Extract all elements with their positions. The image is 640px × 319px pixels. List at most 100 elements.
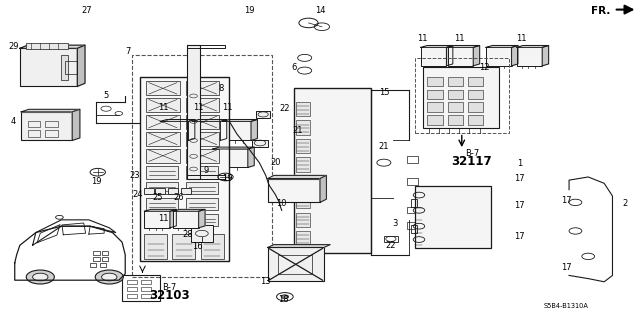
Circle shape bbox=[281, 295, 289, 299]
Polygon shape bbox=[170, 209, 176, 228]
Text: 21: 21 bbox=[379, 142, 389, 151]
Bar bbox=[186, 149, 219, 163]
Text: 16: 16 bbox=[192, 242, 203, 251]
Bar bbox=[448, 90, 463, 99]
Text: 14: 14 bbox=[315, 6, 325, 15]
Bar bbox=[468, 115, 483, 124]
Bar bbox=[448, 102, 463, 112]
Bar bbox=[93, 251, 100, 255]
Bar bbox=[296, 102, 310, 116]
Text: 17: 17 bbox=[561, 196, 572, 205]
Bar bbox=[93, 257, 100, 261]
Bar bbox=[168, 188, 178, 195]
Text: 11: 11 bbox=[158, 214, 169, 223]
Text: 3: 3 bbox=[393, 219, 398, 227]
Bar bbox=[132, 55, 272, 277]
Polygon shape bbox=[188, 120, 195, 140]
Text: 13: 13 bbox=[260, 277, 271, 286]
Text: 12: 12 bbox=[479, 63, 490, 72]
Bar bbox=[407, 156, 419, 163]
Bar bbox=[384, 236, 398, 242]
Text: 26: 26 bbox=[173, 193, 184, 202]
Text: 8: 8 bbox=[218, 84, 224, 93]
Bar bbox=[411, 198, 417, 206]
Text: 4: 4 bbox=[11, 117, 16, 126]
Text: 20: 20 bbox=[270, 158, 280, 167]
Bar bbox=[407, 178, 419, 185]
Polygon shape bbox=[161, 120, 195, 122]
Text: 18: 18 bbox=[278, 295, 288, 304]
Polygon shape bbox=[542, 46, 548, 66]
Polygon shape bbox=[20, 45, 85, 48]
Polygon shape bbox=[473, 46, 479, 66]
Text: 29: 29 bbox=[8, 42, 19, 51]
Bar bbox=[141, 286, 151, 291]
Bar bbox=[428, 90, 443, 99]
Polygon shape bbox=[448, 46, 479, 48]
Bar bbox=[90, 263, 97, 267]
Polygon shape bbox=[320, 175, 326, 202]
Bar bbox=[200, 234, 223, 259]
Text: S5B4-B1310A: S5B4-B1310A bbox=[543, 303, 588, 309]
Bar bbox=[186, 115, 219, 129]
Text: 17: 17 bbox=[514, 174, 525, 183]
Bar bbox=[428, 115, 443, 124]
Bar bbox=[147, 149, 179, 163]
Polygon shape bbox=[248, 147, 254, 167]
Text: 17: 17 bbox=[514, 201, 525, 210]
Bar bbox=[407, 206, 419, 213]
Bar bbox=[28, 121, 40, 127]
Bar bbox=[468, 90, 483, 99]
Bar bbox=[256, 111, 270, 118]
Bar bbox=[187, 45, 200, 179]
Text: 32117: 32117 bbox=[452, 155, 492, 168]
Bar bbox=[127, 286, 137, 291]
Polygon shape bbox=[421, 46, 453, 48]
Bar bbox=[296, 212, 310, 227]
Text: 25: 25 bbox=[152, 193, 163, 202]
Polygon shape bbox=[72, 109, 80, 140]
Bar bbox=[65, 61, 77, 74]
Text: B-7: B-7 bbox=[465, 149, 479, 158]
Bar bbox=[294, 88, 371, 253]
Bar bbox=[127, 279, 137, 284]
Bar bbox=[421, 48, 447, 66]
Text: 21: 21 bbox=[292, 126, 303, 135]
Text: 1: 1 bbox=[516, 159, 522, 168]
Bar bbox=[268, 179, 320, 202]
Text: 19: 19 bbox=[244, 6, 255, 15]
Circle shape bbox=[33, 273, 48, 281]
Bar bbox=[26, 43, 68, 49]
Text: 19: 19 bbox=[222, 174, 233, 183]
Bar bbox=[127, 293, 137, 298]
Bar bbox=[486, 48, 511, 66]
Bar bbox=[180, 188, 191, 195]
Polygon shape bbox=[212, 147, 254, 149]
Bar bbox=[428, 77, 443, 86]
Bar bbox=[296, 176, 310, 190]
Text: 9: 9 bbox=[204, 166, 209, 175]
Bar bbox=[428, 102, 443, 112]
Bar bbox=[145, 234, 168, 259]
Bar bbox=[45, 121, 58, 127]
Bar bbox=[186, 167, 218, 179]
Text: 10: 10 bbox=[276, 199, 287, 208]
Polygon shape bbox=[21, 109, 80, 112]
Text: 5: 5 bbox=[104, 92, 109, 100]
Circle shape bbox=[102, 273, 117, 281]
Bar bbox=[212, 149, 248, 167]
Bar bbox=[173, 234, 195, 259]
Bar bbox=[424, 67, 499, 128]
Bar bbox=[140, 77, 229, 261]
Bar bbox=[187, 45, 225, 48]
Bar bbox=[145, 211, 170, 228]
Bar bbox=[223, 122, 251, 140]
Polygon shape bbox=[145, 209, 176, 211]
Bar bbox=[21, 112, 72, 140]
Bar bbox=[516, 48, 542, 66]
Polygon shape bbox=[198, 209, 205, 228]
Bar bbox=[147, 132, 179, 146]
Bar bbox=[147, 98, 179, 112]
Bar bbox=[156, 188, 166, 195]
Bar bbox=[448, 48, 473, 66]
